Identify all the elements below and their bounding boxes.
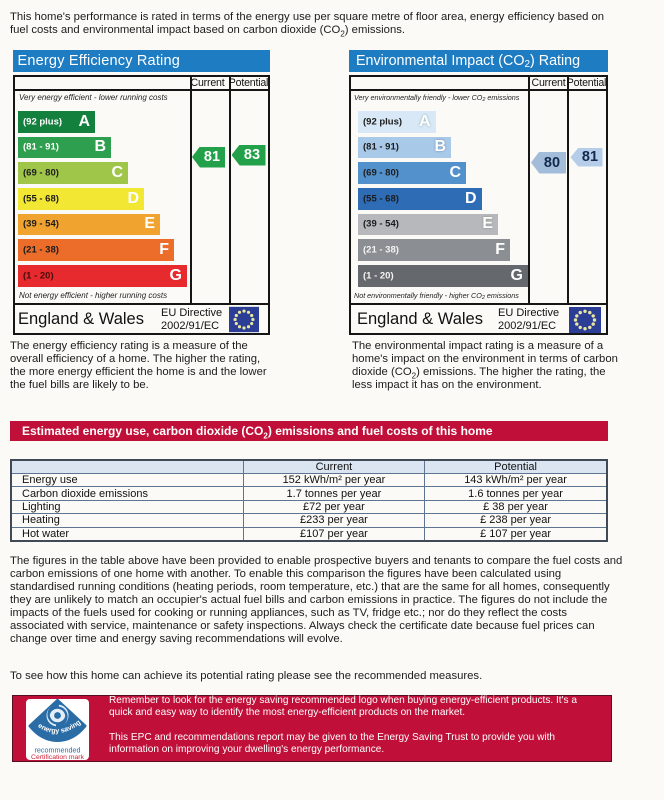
svg-text:recommended: recommended	[35, 746, 81, 755]
svg-text:Certification mark: Certification mark	[31, 754, 84, 760]
